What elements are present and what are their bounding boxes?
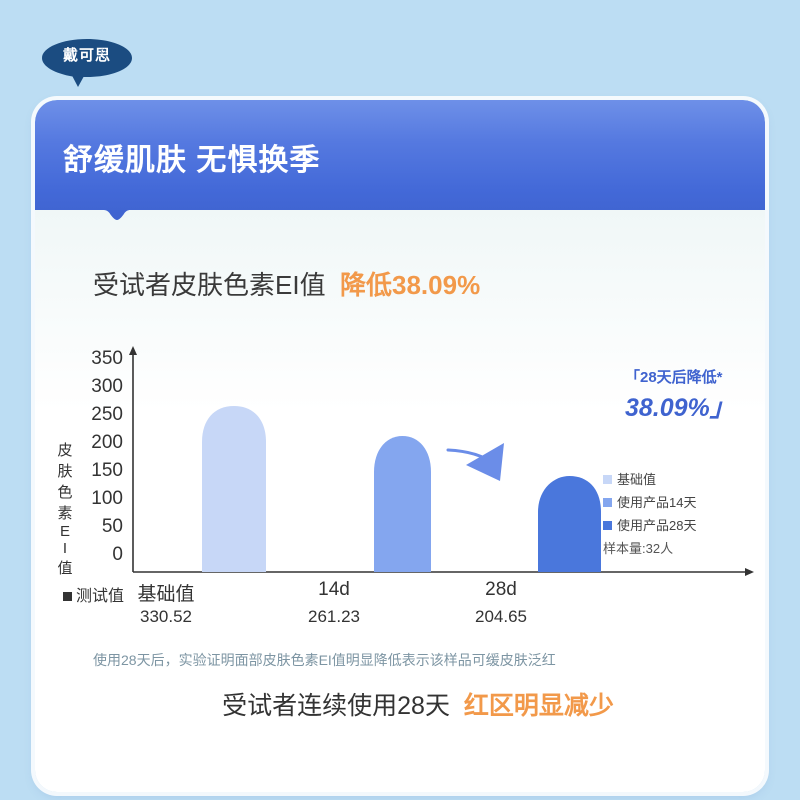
- svg-text:100: 100: [91, 488, 123, 509]
- svg-text:300: 300: [91, 376, 123, 397]
- svg-text:200: 200: [91, 432, 123, 453]
- svg-text:250: 250: [91, 404, 123, 425]
- svg-text:50: 50: [102, 516, 123, 537]
- svg-text:0: 0: [112, 544, 123, 565]
- svg-text:350: 350: [91, 348, 123, 369]
- svg-text:150: 150: [91, 460, 123, 481]
